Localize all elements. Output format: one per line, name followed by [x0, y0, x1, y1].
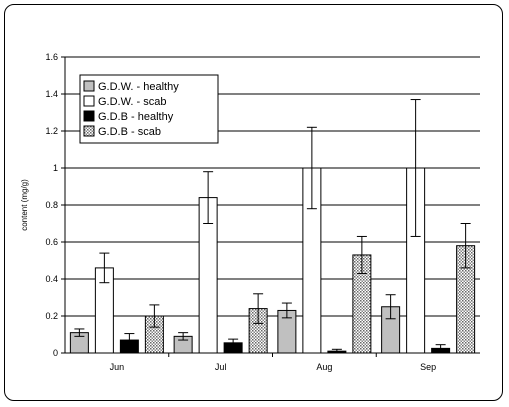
legend-swatch: [83, 80, 95, 92]
legend-label: G.D.W. - scab: [98, 96, 166, 108]
y-tick-label: 0.2: [45, 311, 58, 321]
legend-swatch: [83, 110, 95, 122]
legend-label: G.D.B - scab: [98, 126, 161, 138]
y-tick-label: 1.4: [45, 89, 58, 99]
legend-swatch: [83, 125, 95, 137]
legend-swatch: [83, 95, 95, 107]
y-tick-label: 1.6: [45, 52, 58, 62]
y-tick-label: 0.4: [45, 274, 58, 284]
legend-box: [79, 74, 219, 144]
y-tick-label: 0.8: [45, 200, 58, 210]
x-tick-label: Sep: [420, 362, 436, 372]
y-tick-label: 0.6: [45, 237, 58, 247]
legend-label: G.D.W. - healthy: [98, 81, 179, 93]
y-tick-label: 1: [53, 163, 58, 173]
x-tick-label: Jun: [110, 362, 125, 372]
x-tick-label: Jul: [215, 362, 227, 372]
legend-label: G.D.B - healthy: [98, 111, 174, 123]
y-tick-label: 1.2: [45, 126, 58, 136]
x-tick-label: Aug: [316, 362, 332, 372]
y-tick-label: 0: [53, 348, 58, 358]
y-axis-label: content (mg/g): [20, 179, 29, 231]
